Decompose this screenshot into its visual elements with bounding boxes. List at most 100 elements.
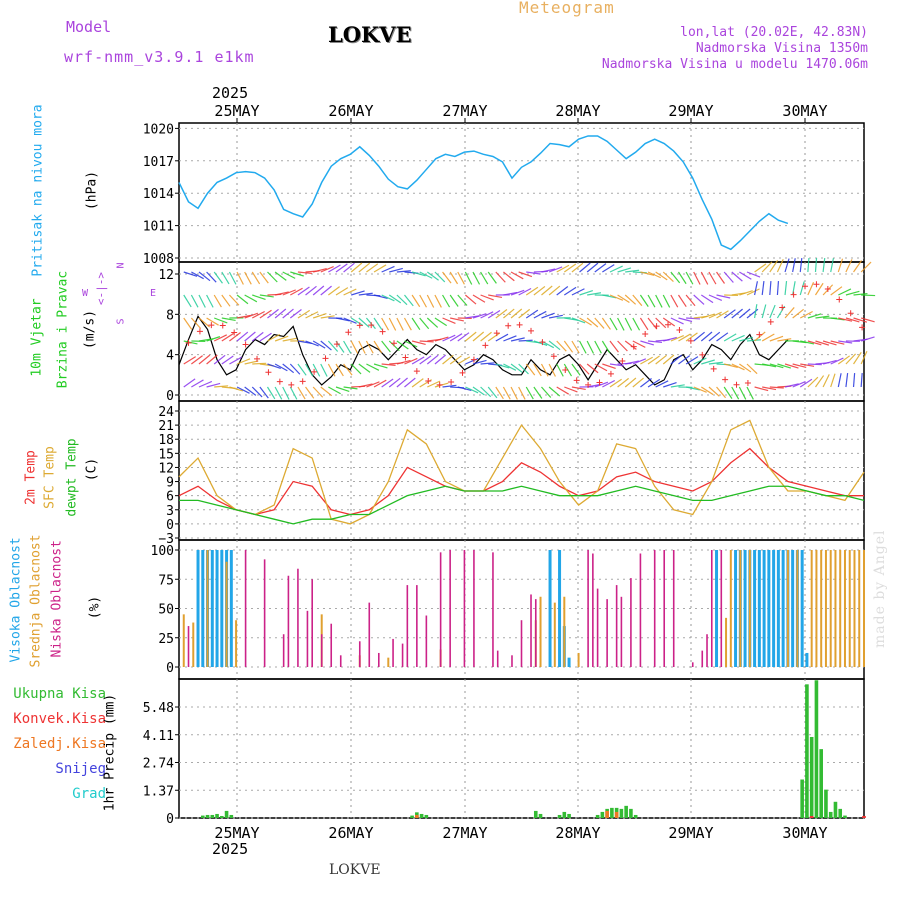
wind-arrow [617, 317, 625, 331]
pressure-line [178, 135, 789, 251]
wind-arrow [449, 333, 463, 342]
wind-arrow [632, 377, 644, 388]
wind-arrow [571, 363, 581, 376]
wind-arrow [594, 317, 605, 329]
wind-arrow [807, 363, 822, 366]
wind-arrow [312, 363, 321, 377]
precip-bar [220, 815, 224, 818]
wind-arrow [183, 378, 196, 388]
wind-arrow [366, 363, 380, 371]
precip-tick-label: 0 [166, 812, 174, 827]
wind-arrow [838, 288, 852, 296]
wind-gust-marker [733, 381, 740, 388]
wind-arrow [556, 340, 567, 352]
wind-arrow [640, 340, 655, 346]
wind-arrow [381, 363, 396, 366]
wind-gust-marker [219, 322, 226, 329]
pressure-tick-label: 1011 [143, 220, 174, 235]
wind-arrow [738, 308, 751, 319]
wind-gust-marker [596, 379, 603, 386]
wind-arrow [632, 317, 641, 331]
wind-gust-marker [196, 328, 203, 335]
wind-arrow [670, 317, 684, 325]
wind-arrow [647, 294, 656, 308]
wind-arrow [282, 363, 295, 374]
wind-arrow [609, 294, 624, 301]
wind-arrow [358, 292, 373, 296]
wind-gust-marker [607, 370, 614, 377]
day-label-bottom: 27MAY [442, 824, 487, 842]
precip-bar [415, 814, 419, 818]
wind-arrow [190, 317, 202, 329]
wind-compass-w: W [82, 288, 89, 299]
wind-arrow [495, 309, 508, 319]
wind-arrow [579, 363, 590, 375]
wind-arrow [746, 271, 761, 278]
precip-bar [819, 749, 823, 818]
wind-arrow [381, 265, 395, 273]
wind-arrow [244, 294, 258, 303]
wind-arrow [586, 363, 599, 374]
wind-gust-marker [756, 331, 763, 338]
wind-arrow [442, 271, 452, 284]
wind-arrow [830, 373, 836, 388]
wind-arrow [442, 354, 454, 365]
wind-gust-marker [276, 378, 283, 385]
wind-arrow [647, 271, 662, 279]
wind-arrow [327, 340, 339, 352]
wind-arrow [419, 317, 430, 330]
precip-tick-label: 4.11 [143, 729, 174, 744]
year-bottom: 2025 [212, 840, 249, 858]
wind-arrow [434, 336, 449, 342]
wind-arrow [700, 386, 714, 396]
wind-arrow [251, 386, 263, 398]
wind-arrow [716, 310, 729, 319]
wind-arrow [784, 258, 790, 273]
wind-arrow [191, 271, 204, 280]
wind-arrow [358, 383, 373, 388]
wind-arrow [267, 308, 279, 319]
wind-arrow [525, 386, 534, 400]
wind-arrow [799, 281, 805, 296]
day-label-bottom: 26MAY [328, 824, 373, 842]
wind-arrow [662, 354, 675, 365]
wind-gust-marker [813, 281, 820, 288]
wind-arrow [480, 386, 492, 398]
wind-arrow [708, 271, 717, 285]
wind-arrow [556, 363, 564, 377]
wind-arrow [548, 340, 561, 351]
wind-arrow [358, 317, 370, 328]
wind-arrow [624, 377, 637, 388]
wind-arrow [510, 308, 523, 319]
wind-arrow [198, 317, 211, 328]
precip-bar [824, 789, 828, 818]
wind-arrow [655, 294, 663, 308]
wind-arrow [464, 331, 477, 342]
precip-bar [424, 814, 429, 818]
wind-arrow [639, 294, 649, 307]
wind-arrow [807, 376, 819, 388]
wind-arrow [799, 310, 813, 319]
wind-gust-marker [528, 327, 535, 334]
wind-arrow [762, 363, 777, 368]
wind-arrow [464, 294, 477, 305]
year-top: 2025 [212, 84, 249, 102]
wind-arrow [312, 340, 326, 349]
wind-arrow [617, 377, 630, 388]
wind-arrow [518, 271, 533, 278]
wind-gust-marker [790, 291, 797, 298]
wind-arrow [548, 266, 563, 273]
precip-bar [862, 815, 866, 818]
wind-arrow [289, 363, 301, 375]
wind-arrow [640, 356, 653, 365]
wind-arrow [700, 294, 714, 304]
wind-arrow [503, 363, 517, 371]
wind-arrow [328, 264, 341, 273]
wind-arrow [769, 386, 784, 389]
wind-arrow [663, 336, 677, 342]
wind-arrow [320, 386, 333, 397]
temp-tick-label: 24 [158, 405, 174, 420]
wind-arrow [632, 358, 647, 365]
wind-arrow [221, 317, 236, 322]
wind-arrow [472, 271, 481, 285]
